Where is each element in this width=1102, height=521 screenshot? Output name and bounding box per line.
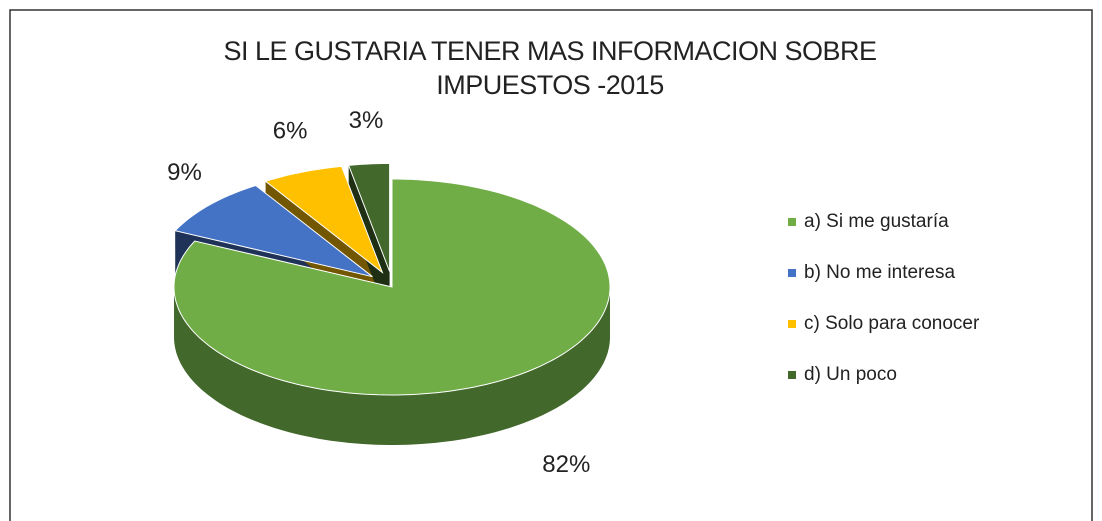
data-label: 3% <box>349 107 384 134</box>
data-label: 9% <box>167 159 202 186</box>
legend-swatch <box>788 371 796 379</box>
slice <box>264 165 384 275</box>
legend-label: c) Solo para conocer <box>804 313 980 334</box>
legend-swatch <box>788 320 796 328</box>
legend-label: a) Si me gustaría <box>804 211 949 232</box>
slice <box>173 178 611 396</box>
data-label: 82% <box>542 451 590 478</box>
legend-swatch <box>788 218 796 226</box>
legend-label: b) No me interesa <box>804 262 955 283</box>
slice <box>174 184 373 278</box>
chart-title: SI LE GUSTARIA TENER MAS INFORMACION SOB… <box>223 36 877 100</box>
data-label: 6% <box>273 117 308 144</box>
slice <box>347 163 391 272</box>
legend-label: d) Un poco <box>804 364 897 385</box>
legend-swatch <box>788 269 796 277</box>
slice-side <box>174 287 610 445</box>
